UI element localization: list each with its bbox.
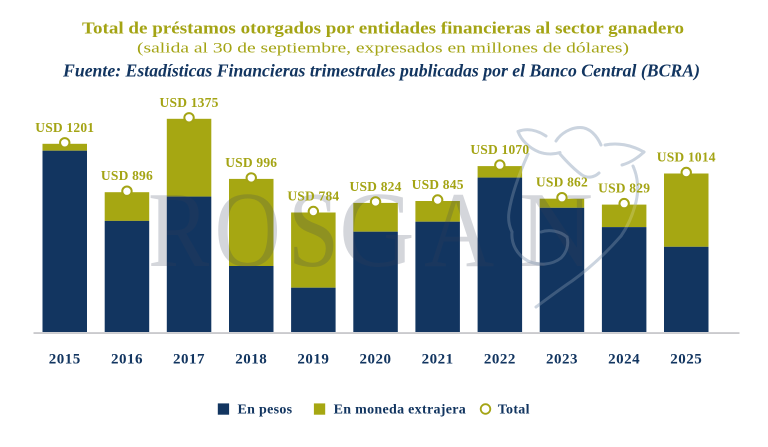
svg-text:2017: 2017 xyxy=(173,352,205,368)
svg-text:2025: 2025 xyxy=(670,352,702,368)
svg-text:2020: 2020 xyxy=(360,352,392,368)
svg-text:A: A xyxy=(424,170,494,290)
svg-text:R: R xyxy=(148,170,209,290)
svg-text:S: S xyxy=(288,170,339,290)
svg-text:2018: 2018 xyxy=(235,352,267,368)
svg-text:2019: 2019 xyxy=(297,352,329,368)
svg-text:En moneda extrajera: En moneda extrajera xyxy=(334,403,466,418)
svg-text:Total: Total xyxy=(498,403,530,418)
svg-text:USD 845: USD 845 xyxy=(412,177,464,192)
svg-text:O: O xyxy=(215,170,281,290)
svg-text:Total de préstamos otorgados p: Total de préstamos otorgados por entidad… xyxy=(82,19,684,38)
svg-text:2024: 2024 xyxy=(608,352,640,368)
svg-text:USD 1014: USD 1014 xyxy=(657,150,716,165)
svg-text:USD 824: USD 824 xyxy=(350,179,402,194)
svg-text:2023: 2023 xyxy=(546,352,578,368)
svg-text:USD 996: USD 996 xyxy=(225,155,277,170)
svg-text:USD 784: USD 784 xyxy=(287,189,339,204)
svg-text:2021: 2021 xyxy=(422,352,454,368)
svg-text:Fuente: Estadísticas Financier: Fuente: Estadísticas Financieras trimest… xyxy=(62,61,700,81)
svg-text:(salida al 30 de septiembre, e: (salida al 30 de septiembre, expresados … xyxy=(137,41,629,57)
svg-text:USD 829: USD 829 xyxy=(598,181,650,196)
svg-text:USD 896: USD 896 xyxy=(101,168,153,183)
svg-text:USD 1070: USD 1070 xyxy=(470,142,529,157)
svg-text:2022: 2022 xyxy=(484,352,516,368)
svg-text:En pesos: En pesos xyxy=(238,403,293,418)
svg-text:USD 1201: USD 1201 xyxy=(35,120,94,135)
svg-text:2015: 2015 xyxy=(49,352,81,368)
svg-text:2016: 2016 xyxy=(111,352,143,368)
svg-text:USD 862: USD 862 xyxy=(536,175,588,190)
svg-text:G: G xyxy=(339,171,415,291)
svg-text:USD 1375: USD 1375 xyxy=(160,95,219,110)
svg-text:N: N xyxy=(519,170,593,290)
